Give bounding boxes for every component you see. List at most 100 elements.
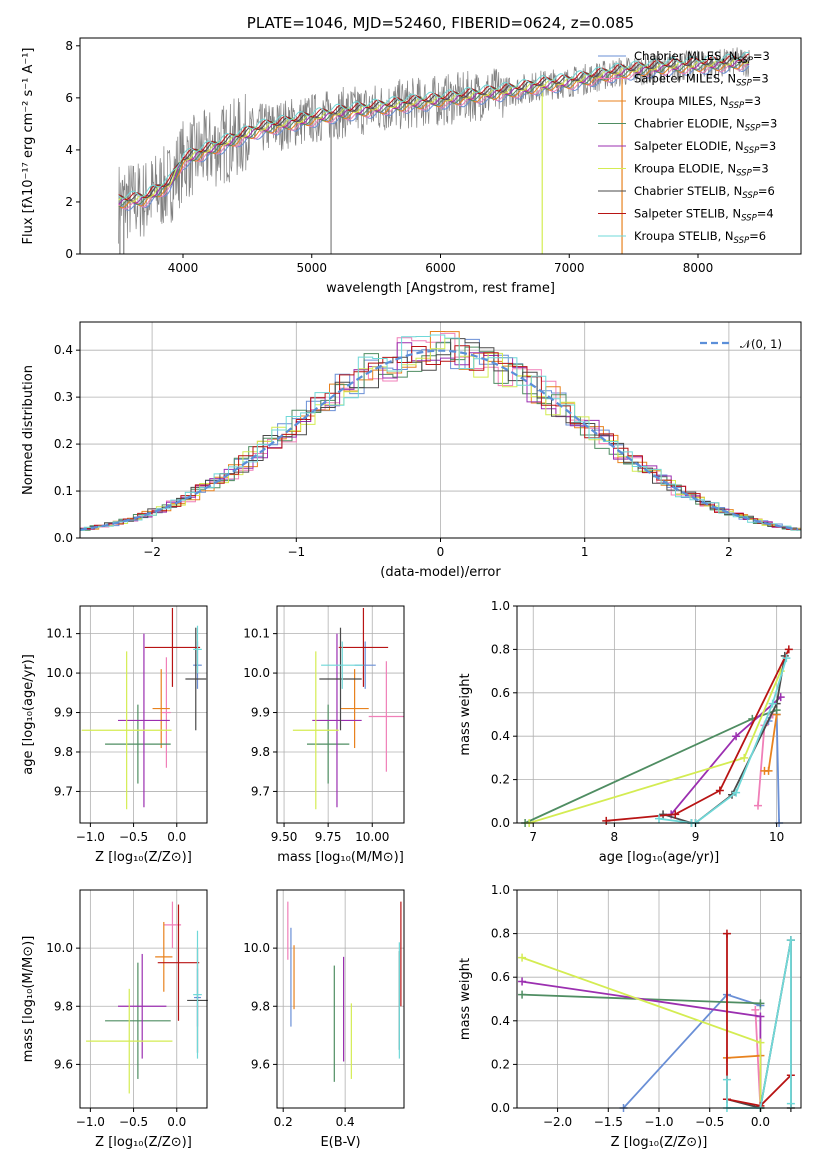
legend-entry: Chabrier ELODIE, NSSP=3 bbox=[634, 117, 777, 134]
legend-sub: SSP bbox=[745, 124, 761, 134]
x-tick-label: 0.0 bbox=[751, 1115, 770, 1129]
series-marker bbox=[786, 1099, 795, 1108]
legend-label: Salpeter STELIB, N bbox=[634, 207, 741, 221]
x-axis-label: Z [log₁₀(Z/Z⊙)] bbox=[611, 1135, 708, 1150]
series-marker bbox=[756, 999, 765, 1008]
series-marker bbox=[756, 1012, 765, 1021]
y-tick-label: 10.0 bbox=[46, 941, 73, 955]
x-tick-label: 0 bbox=[437, 545, 445, 559]
x-tick-label: 1 bbox=[581, 545, 589, 559]
legend-value: =3 bbox=[752, 162, 769, 176]
legend-entry: 𝒩(0, 1) bbox=[740, 337, 782, 351]
y-tick-label: 0 bbox=[65, 247, 73, 261]
series-marker bbox=[764, 766, 773, 775]
series-marker bbox=[740, 753, 749, 762]
mass-weight-series bbox=[662, 655, 786, 824]
y-tick-label: 9.7 bbox=[54, 784, 73, 798]
legend-value: =3 bbox=[753, 49, 770, 63]
legend-label: Chabrier STELIB, N bbox=[634, 184, 742, 198]
y-tick-label: 9.6 bbox=[54, 1057, 73, 1071]
axes-frame bbox=[276, 889, 405, 1109]
residual-histogram bbox=[80, 334, 801, 531]
series-marker bbox=[784, 645, 793, 654]
mass-weight-series bbox=[606, 649, 790, 822]
x-tick-label: 6000 bbox=[425, 261, 456, 275]
y-tick-label: 4 bbox=[65, 143, 73, 157]
x-tick-label: −0.5 bbox=[119, 830, 148, 844]
mw-age-chart: 7 8 9 10 0.0 0.2 0.4 0.6 0.8 1.0 age [log₁₀(age/yr… bbox=[458, 599, 802, 865]
series-marker bbox=[715, 786, 724, 795]
spectrum-chart: PLATE=1046, MJD=52460, FIBERID=0624, z=0… bbox=[21, 14, 802, 296]
x-axis-label: age [log₁₀(age/yr)] bbox=[599, 850, 720, 865]
x-tick-label: −1 bbox=[287, 545, 305, 559]
y-axis-label: mass [log₁₀(M/M⊙)] bbox=[21, 936, 36, 1063]
mass-weight-series bbox=[658, 657, 788, 824]
normal-curve bbox=[79, 349, 799, 531]
y-tick-label: 9.8 bbox=[54, 745, 73, 759]
legend-label: Chabrier MILES, N bbox=[634, 49, 737, 63]
mass-Z-chart: −1.0 −0.5 0.0 9.6 9.8 10.0 Z [log₁₀(Z/Z⊙)] mass… bbox=[21, 889, 208, 1150]
x-tick-label: 9.75 bbox=[315, 830, 342, 844]
y-tick-label: 9.7 bbox=[251, 784, 270, 798]
legend-entry: Kroupa MILES, NSSP=3 bbox=[634, 94, 761, 111]
y-tick-label: 1.0 bbox=[491, 599, 510, 613]
y-tick-label: 0.6 bbox=[491, 686, 510, 700]
model-series-line bbox=[118, 59, 750, 207]
y-tick-label: 9.8 bbox=[54, 999, 73, 1013]
x-tick-label: −2.0 bbox=[543, 1115, 572, 1129]
series-marker bbox=[671, 810, 680, 819]
y-axis-label: Normed distribution bbox=[21, 365, 36, 495]
x-tick-label: 8000 bbox=[683, 261, 714, 275]
x-tick-label: 0.4 bbox=[336, 1115, 355, 1129]
legend-value: =3 bbox=[759, 139, 776, 153]
y-tick-label: 0.8 bbox=[491, 927, 510, 941]
legend-sub: SSP bbox=[736, 169, 752, 179]
legend-entry: Kroupa STELIB, NSSP=6 bbox=[634, 229, 766, 246]
mass-weight-series bbox=[524, 709, 777, 824]
x-tick-label: −2 bbox=[143, 545, 161, 559]
x-tick-label: 0.2 bbox=[274, 1115, 293, 1129]
model-series-line bbox=[118, 51, 750, 199]
y-tick-label: 9.9 bbox=[251, 706, 270, 720]
y-tick-label: 9.9 bbox=[54, 706, 73, 720]
series-marker bbox=[782, 654, 791, 663]
x-tick-label: 0.0 bbox=[167, 830, 186, 844]
x-tick-label: 9.50 bbox=[271, 830, 298, 844]
residuals-chart: −2 −1 0 1 2 0.0 0.1 0.2 0.3 0.4 (data-model)/error… bbox=[21, 321, 802, 580]
y-tick-label: 8 bbox=[65, 39, 73, 53]
legend-label: Salpeter ELODIE, N bbox=[634, 139, 744, 153]
model-series-line bbox=[118, 56, 750, 202]
y-tick-label: 0.2 bbox=[491, 1057, 510, 1071]
axes-frame bbox=[79, 889, 208, 1109]
x-tick-label: 8 bbox=[611, 830, 619, 844]
series-marker bbox=[756, 1038, 765, 1047]
legend-label: Salpeter MILES, N bbox=[634, 72, 736, 86]
mw-Z-chart: −2.0 −1.5 −1.0 −0.5 0.0 0.0 0.2 0.4 0.6 0.8 1.0 Z [… bbox=[458, 883, 802, 1150]
series-marker bbox=[732, 732, 741, 741]
legend-value: =6 bbox=[749, 229, 766, 243]
series-marker bbox=[732, 788, 741, 797]
y-tick-label: 0.6 bbox=[491, 970, 510, 984]
series-marker bbox=[655, 814, 663, 823]
mass-weight-series bbox=[726, 933, 792, 1107]
mass-weight-series bbox=[528, 670, 782, 824]
age-mass-chart: 9.50 9.75 10.00 9.7 9.8 9.9 10.0 10.1 mass [log₁… bbox=[243, 605, 405, 865]
y-tick-label: 0.3 bbox=[54, 390, 73, 404]
legend-sub: SSP bbox=[734, 236, 750, 246]
y-tick-label: 10.0 bbox=[243, 666, 270, 680]
y-tick-label: 2 bbox=[65, 195, 73, 209]
legend-entry: Salpeter MILES, NSSP=3 bbox=[634, 72, 769, 89]
y-tick-label: 10.1 bbox=[243, 627, 270, 641]
x-axis-label: mass [log₁₀(M/M⊙)] bbox=[277, 850, 404, 865]
legend-entry: Chabrier STELIB, NSSP=6 bbox=[634, 184, 775, 201]
legend-value: =6 bbox=[758, 184, 775, 198]
x-tick-label: 7 bbox=[529, 830, 537, 844]
axes-frame bbox=[516, 605, 802, 824]
x-axis-label: E(B-V) bbox=[320, 1135, 360, 1150]
y-tick-label: 0.2 bbox=[54, 437, 73, 451]
y-tick-label: 0.4 bbox=[491, 1014, 510, 1028]
x-tick-label: 9 bbox=[692, 830, 700, 844]
x-tick-label: −1.0 bbox=[644, 1115, 673, 1129]
y-axis-label: mass weight bbox=[458, 958, 473, 1040]
x-axis-label: wavelength [Angstrom, rest frame] bbox=[326, 281, 555, 296]
